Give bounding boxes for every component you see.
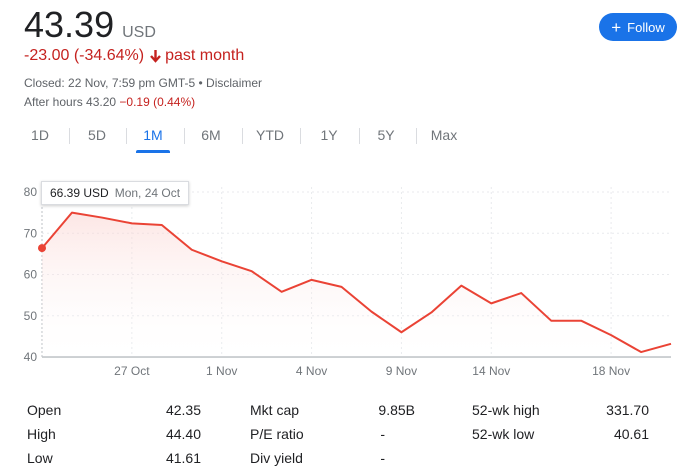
price-chart[interactable]: 40 50 60 70 80 27 Oct 1 Nov 4 Nov 9 Nov 14 Nov 18 … [0, 175, 678, 385]
currency-label: USD [122, 24, 156, 41]
stat-52wk-high-label: 52-wk high [472, 402, 540, 418]
y-tick-label: 70 [24, 226, 38, 240]
stat-high-value: 44.40 [165, 426, 201, 442]
active-tab-indicator [136, 150, 170, 153]
stat-high-label: High [27, 426, 56, 442]
tab-1y[interactable]: 1Y [320, 127, 338, 143]
stat-pe-label: P/E ratio [250, 426, 304, 442]
y-tick-label: 50 [24, 309, 38, 323]
after-hours-label: After hours 43.20 [24, 95, 117, 109]
change-value: -23.00 (-34.64%) [24, 47, 145, 64]
highlight-point [38, 244, 46, 253]
stat-52wk-low-value: 40.61 [613, 426, 649, 442]
stat-divyield-value: - [380, 450, 385, 466]
tooltip-date: Mon, 24 Oct [114, 186, 181, 200]
tab-6m[interactable]: 6M [201, 127, 221, 143]
after-hours-info: After hours 43.20 −0.19 (0.44%) [24, 95, 195, 109]
tab-1m[interactable]: 1M [136, 121, 170, 153]
stat-low-label: Low [27, 450, 53, 466]
follow-button[interactable]: + Follow [599, 13, 677, 41]
price-area [42, 212, 671, 357]
tab-divider [359, 128, 360, 144]
closed-info: Closed: 22 Nov, 7:59 pm GMT-5 • Disclaim… [24, 76, 263, 90]
price-line [41, 211, 672, 354]
tab-divider [69, 128, 70, 144]
stat-open-label: Open [27, 402, 62, 418]
tab-divider [126, 128, 127, 144]
x-tick-label: 27 Oct [114, 364, 150, 378]
x-tick-label: 9 Nov [386, 364, 417, 378]
arrow-down-icon [150, 49, 161, 63]
price-header: 43.39 USD [24, 4, 156, 46]
stat-open-value: 42.35 [165, 402, 201, 418]
stat-pe-value: - [380, 426, 385, 442]
tab-divider [184, 128, 185, 144]
y-tick-label: 40 [24, 350, 38, 364]
x-tick-label: 18 Nov [592, 364, 630, 378]
stat-52wk-low-label: 52-wk low [472, 426, 535, 442]
y-tick-label: 60 [24, 268, 38, 282]
plus-icon: + [611, 17, 622, 37]
tab-5y[interactable]: 5Y [377, 127, 395, 143]
stat-52wk-high-value: 331.70 [606, 402, 649, 418]
price-change: -23.00 (-34.64%) past month [24, 47, 244, 65]
stat-mktcap-label: Mkt cap [250, 402, 300, 418]
stat-divyield-label: Div yield [250, 450, 303, 466]
tooltip-price: 66.39 USD [50, 186, 109, 200]
tab-divider [416, 128, 417, 144]
y-tick-label: 80 [24, 185, 38, 199]
stat-mktcap-value: 9.85B [378, 402, 415, 418]
current-price: 43.39 [24, 4, 115, 45]
tab-divider [242, 128, 243, 144]
x-tick-label: 14 Nov [472, 364, 510, 378]
tab-1d[interactable]: 1D [31, 127, 49, 143]
stat-low-value: 41.61 [165, 450, 201, 466]
chart-tooltip: 66.39 USD Mon, 24 Oct [41, 181, 190, 205]
tab-ytd[interactable]: YTD [256, 127, 284, 143]
tab-5d[interactable]: 5D [88, 127, 106, 143]
tab-divider [300, 128, 301, 144]
after-hours-change: −0.19 (0.44%) [119, 95, 196, 109]
x-tick-label: 4 Nov [296, 364, 327, 378]
change-period: past month [165, 47, 245, 64]
follow-button-label: Follow [627, 19, 665, 35]
price-chart-svg: 40 50 60 70 80 27 Oct 1 Nov 4 Nov 9 Nov 14 Nov 18 … [24, 183, 672, 378]
x-tick-label: 1 Nov [206, 364, 237, 378]
tab-max[interactable]: Max [430, 127, 458, 143]
